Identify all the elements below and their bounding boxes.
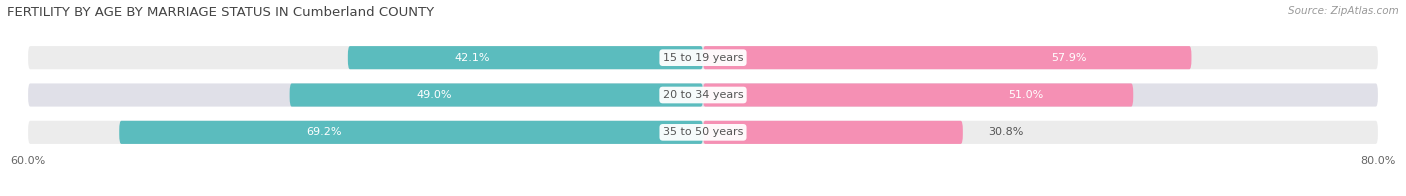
FancyBboxPatch shape <box>703 46 1191 69</box>
Text: 30.8%: 30.8% <box>988 127 1024 137</box>
Text: 69.2%: 69.2% <box>305 127 342 137</box>
FancyBboxPatch shape <box>703 121 963 144</box>
Text: 15 to 19 years: 15 to 19 years <box>662 53 744 63</box>
FancyBboxPatch shape <box>347 46 703 69</box>
FancyBboxPatch shape <box>28 121 1378 144</box>
Text: Source: ZipAtlas.com: Source: ZipAtlas.com <box>1288 6 1399 16</box>
Text: 49.0%: 49.0% <box>416 90 453 100</box>
Text: FERTILITY BY AGE BY MARRIAGE STATUS IN Cumberland COUNTY: FERTILITY BY AGE BY MARRIAGE STATUS IN C… <box>7 6 434 19</box>
FancyBboxPatch shape <box>290 83 703 107</box>
Text: 20 to 34 years: 20 to 34 years <box>662 90 744 100</box>
Text: 42.1%: 42.1% <box>454 53 489 63</box>
FancyBboxPatch shape <box>120 121 703 144</box>
Text: 57.9%: 57.9% <box>1052 53 1087 63</box>
Text: 35 to 50 years: 35 to 50 years <box>662 127 744 137</box>
Text: 51.0%: 51.0% <box>1008 90 1043 100</box>
FancyBboxPatch shape <box>28 83 1378 107</box>
FancyBboxPatch shape <box>703 83 1133 107</box>
FancyBboxPatch shape <box>28 46 1378 69</box>
